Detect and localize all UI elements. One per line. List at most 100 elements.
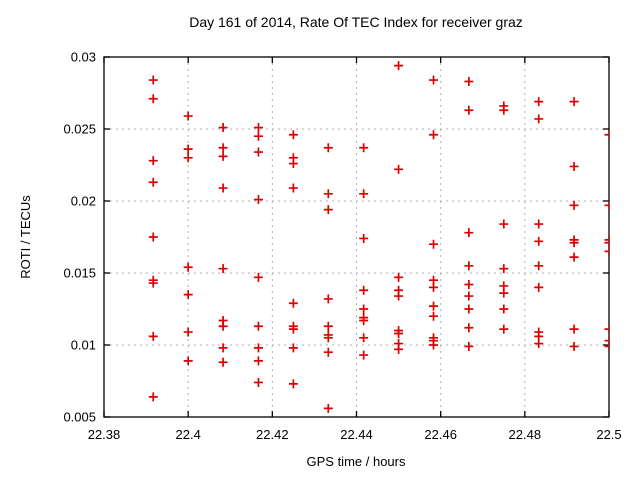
x-tick-label: 22.48 — [509, 427, 542, 442]
data-point-marker — [359, 233, 369, 243]
data-point-marker — [429, 340, 439, 350]
data-point-marker — [464, 228, 474, 238]
x-tick-label: 22.42 — [256, 427, 289, 442]
data-point-marker — [499, 288, 509, 298]
data-point-marker — [359, 143, 369, 153]
data-point-marker — [148, 232, 158, 242]
data-point-marker — [394, 164, 404, 174]
tick-labels: 22.38 22.4 22.42 22.44 22.46 22.48 22.5 0.005 0.… — [63, 50, 621, 443]
data-point-marker — [323, 205, 333, 215]
y-axis-label: ROTI / TECUs — [18, 195, 33, 279]
data-point-marker — [148, 156, 158, 166]
data-point-marker — [148, 278, 158, 288]
data-point-marker — [499, 304, 509, 314]
data-point-marker — [359, 304, 369, 314]
data-point-marker — [253, 343, 263, 353]
data-point-marker — [569, 161, 579, 171]
data-point-marker — [534, 236, 544, 246]
data-point-marker — [569, 97, 579, 107]
data-point-marker — [464, 291, 474, 301]
data-points — [148, 61, 609, 413]
data-point-marker — [499, 219, 509, 229]
data-point-marker — [359, 316, 369, 326]
data-point-marker — [604, 235, 609, 245]
data-point-marker — [288, 298, 298, 308]
data-point-marker — [253, 356, 263, 366]
data-point-marker — [534, 282, 544, 292]
data-point-marker — [534, 114, 544, 124]
data-point-marker — [218, 143, 228, 153]
data-point-marker — [323, 347, 333, 357]
data-point-marker — [604, 130, 609, 140]
data-point-marker — [464, 261, 474, 271]
data-point-marker — [464, 76, 474, 86]
data-point-marker — [323, 321, 333, 331]
data-point-marker — [499, 264, 509, 274]
data-point-marker — [604, 238, 609, 248]
data-point-marker — [429, 282, 439, 292]
data-point-marker — [218, 357, 228, 367]
data-point-marker — [569, 200, 579, 210]
data-point-marker — [183, 144, 193, 154]
data-point-marker — [183, 327, 193, 337]
data-point-marker — [464, 105, 474, 115]
data-point-marker — [218, 264, 228, 274]
data-point-marker — [394, 61, 404, 71]
data-point-marker — [148, 94, 158, 104]
data-point-marker — [253, 272, 263, 282]
data-point-marker — [499, 105, 509, 115]
y-tick-label: 0.01 — [71, 338, 96, 353]
x-tick-label: 22.38 — [88, 427, 121, 442]
data-point-marker — [323, 333, 333, 343]
y-tick-label: 0.02 — [71, 194, 96, 209]
data-point-marker — [183, 262, 193, 272]
x-axis-label: GPS time / hours — [307, 454, 406, 469]
y-tick-label: 0.015 — [63, 266, 96, 281]
data-point-marker — [148, 331, 158, 341]
data-point-marker — [218, 321, 228, 331]
data-point-marker — [534, 261, 544, 271]
data-point-marker — [253, 147, 263, 157]
data-point-marker — [183, 111, 193, 121]
data-point-marker — [288, 159, 298, 169]
data-point-marker — [429, 75, 439, 85]
data-point-marker — [253, 377, 263, 387]
data-point-marker — [569, 252, 579, 262]
data-point-marker — [183, 356, 193, 366]
data-point-marker — [288, 183, 298, 193]
data-point-marker — [429, 301, 439, 311]
data-point-marker — [323, 294, 333, 304]
data-point-marker — [359, 350, 369, 360]
data-point-marker — [288, 379, 298, 389]
data-point-marker — [148, 177, 158, 187]
data-point-marker — [569, 341, 579, 351]
data-point-marker — [499, 324, 509, 334]
data-point-marker — [604, 200, 609, 210]
x-tick-label: 22.44 — [340, 427, 373, 442]
data-point-marker — [359, 333, 369, 343]
x-tick-label: 22.46 — [424, 427, 457, 442]
data-point-marker — [253, 131, 263, 141]
data-point-marker — [253, 123, 263, 133]
data-point-marker — [604, 324, 609, 334]
data-point-marker — [359, 285, 369, 295]
data-point-marker — [183, 290, 193, 300]
data-point-marker — [323, 189, 333, 199]
data-point-marker — [288, 343, 298, 353]
data-point-marker — [148, 75, 158, 85]
chart-title: Day 161 of 2014, Rate Of TEC Index for r… — [189, 14, 523, 30]
data-point-marker — [253, 321, 263, 331]
data-point-marker — [604, 246, 609, 256]
data-point-marker — [359, 189, 369, 199]
data-point-marker — [429, 311, 439, 321]
data-point-marker — [534, 339, 544, 349]
data-point-marker — [323, 403, 333, 413]
data-point-marker — [569, 238, 579, 248]
data-point-marker — [394, 291, 404, 301]
data-point-marker — [323, 143, 333, 153]
data-point-marker — [218, 151, 228, 161]
data-point-marker — [218, 123, 228, 133]
x-tick-label: 22.5 — [596, 427, 621, 442]
